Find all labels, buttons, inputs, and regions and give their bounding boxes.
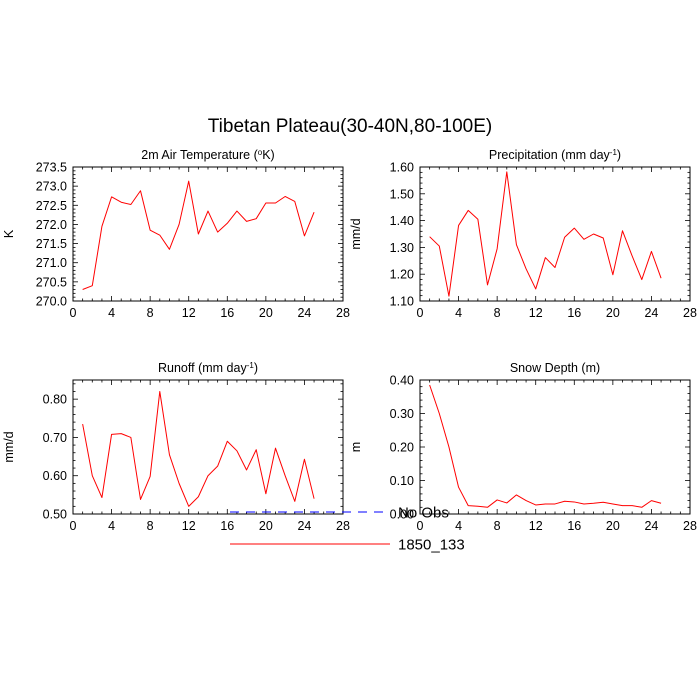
x-tick-label: 28 <box>683 519 697 533</box>
figure-title: Tibetan Plateau(30-40N,80-100E) <box>208 116 492 137</box>
x-tick-label: 28 <box>683 306 697 320</box>
plot-frame <box>419 166 691 302</box>
panel-title: Runoff (mm day-1) <box>158 361 258 376</box>
panel-title: Precipitation (mm day-1) <box>489 148 621 163</box>
panel-title-superscript: -1 <box>247 361 255 370</box>
y-tick-label: 1.10 <box>390 295 414 309</box>
y-tick-label: 1.50 <box>390 187 414 201</box>
y-tick-label: 0.10 <box>390 474 414 488</box>
panels: 2m Air Temperature (oK) K 0 4 8 12 16 20 24 28 270… <box>2 148 697 534</box>
y-tick-label: 272.5 <box>36 199 67 213</box>
x-tick-label: 12 <box>182 306 196 320</box>
y-tick-label: 273.0 <box>36 180 67 194</box>
y-tick-label: 1.30 <box>390 241 414 255</box>
plot-frame <box>419 379 691 515</box>
legend-entry-2: 1850_133 <box>230 537 465 554</box>
x-tick-label: 16 <box>220 519 234 533</box>
y-tick-label: 0.60 <box>43 469 67 483</box>
panel-title-main: Precipitation (mm day <box>489 148 611 162</box>
x-tick-label: 28 <box>336 306 350 320</box>
panel-title: Snow Depth (m) <box>510 361 600 375</box>
x-tick-label: 8 <box>147 519 154 533</box>
x-tick-label: 4 <box>108 519 115 533</box>
y-axis-label: K <box>2 229 16 238</box>
y-tick-label: 0.40 <box>390 374 414 388</box>
y-tick-label: 271.0 <box>36 256 67 270</box>
x-tick-label: 0 <box>70 519 77 533</box>
x-tick-label: 4 <box>108 306 115 320</box>
series-line-1 <box>82 390 315 507</box>
x-tick-label: 4 <box>455 306 462 320</box>
x-tick-label: 4 <box>455 519 462 533</box>
x-tick-label: 0 <box>70 306 77 320</box>
series-line-1 <box>82 180 315 290</box>
panel-title-end: ) <box>617 148 621 162</box>
x-tick-label: 16 <box>220 306 234 320</box>
panel-title-main: 2m Air Temperature ( <box>141 148 258 162</box>
x-tick-label: 20 <box>606 519 620 533</box>
y-tick-label: 0.30 <box>390 407 414 421</box>
x-tick-label: 12 <box>529 519 543 533</box>
x-tick-label: 24 <box>297 306 311 320</box>
y-tick-label: 270.0 <box>36 295 67 309</box>
x-tick-label: 12 <box>182 519 196 533</box>
panel-title-main: Runoff (mm day <box>158 361 247 375</box>
x-tick-label: 24 <box>644 519 658 533</box>
plot-frame <box>72 166 344 302</box>
panel-1: 2m Air Temperature (oK) K 0 4 8 12 16 20 24 28 270… <box>2 148 350 321</box>
x-tick-label: 16 <box>567 519 581 533</box>
series-line-1 <box>429 171 662 297</box>
x-tick-label: 12 <box>529 306 543 320</box>
x-tick-label: 20 <box>259 306 273 320</box>
y-tick-label: 273.5 <box>36 161 67 175</box>
y-tick-label: 1.40 <box>390 214 414 228</box>
panel-title: 2m Air Temperature (oK) <box>141 148 274 163</box>
y-tick-label: 1.20 <box>390 268 414 282</box>
y-tick-label: 0.70 <box>43 431 67 445</box>
y-tick-label: 272.0 <box>36 218 67 232</box>
panel-title-end: K) <box>262 148 275 162</box>
series-line-1 <box>429 384 662 508</box>
panel-title-end: ) <box>254 361 258 375</box>
y-tick-label: 0.50 <box>43 508 67 522</box>
panel-title-superscript: o <box>258 148 263 157</box>
panel-4: Snow Depth (m) m 0 4 8 12 16 20 24 28 0.00 0.10 0.20… <box>349 361 697 533</box>
x-tick-label: 20 <box>606 306 620 320</box>
panel-title-main: Snow Depth (m) <box>510 361 600 375</box>
x-tick-label: 20 <box>259 519 273 533</box>
x-tick-label: 24 <box>644 306 658 320</box>
y-tick-label: 0.00 <box>390 508 414 522</box>
x-tick-label: 8 <box>147 306 154 320</box>
plot-frame <box>72 379 344 515</box>
y-tick-label: 0.20 <box>390 441 414 455</box>
x-tick-label: 8 <box>494 306 501 320</box>
panel-title-superscript: -1 <box>610 148 618 157</box>
x-tick-label: 8 <box>494 519 501 533</box>
x-tick-label: 28 <box>336 519 350 533</box>
x-tick-label: 0 <box>417 306 424 320</box>
legend-entry-1: No Obs <box>230 505 449 522</box>
panel-2: Precipitation (mm day-1) mm/d 0 4 8 12 16 20 24 2… <box>349 148 697 321</box>
y-axis-label: mm/d <box>2 431 16 462</box>
legend: No Obs 1850_133 <box>230 505 465 554</box>
x-tick-label: 16 <box>567 306 581 320</box>
panel-3: Runoff (mm day-1) mm/d 0 4 8 12 16 20 24 28 0.50 0.… <box>2 361 350 534</box>
y-tick-label: 270.5 <box>36 275 67 289</box>
legend-label: 1850_133 <box>398 537 465 554</box>
y-axis-label: m <box>349 442 363 452</box>
legend-label: No Obs <box>398 505 449 522</box>
y-tick-label: 0.80 <box>43 393 67 407</box>
x-tick-label: 0 <box>417 519 424 533</box>
x-tick-label: 24 <box>297 519 311 533</box>
y-tick-label: 1.60 <box>390 161 414 175</box>
y-axis-label: mm/d <box>349 218 363 249</box>
y-tick-label: 271.5 <box>36 237 67 251</box>
